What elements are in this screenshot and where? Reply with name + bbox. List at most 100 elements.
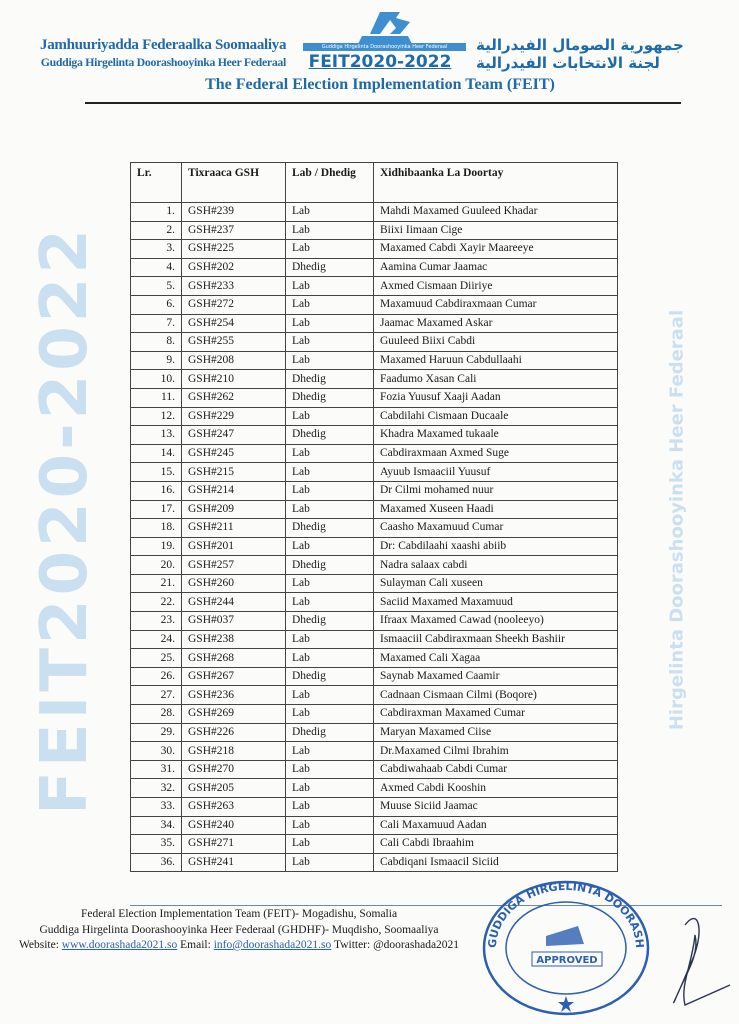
cell-gender: Dhedig <box>285 666 374 687</box>
cell-number: 5. <box>130 276 182 296</box>
cell-number: 16. <box>130 480 182 501</box>
cell-reference: GSH#247 <box>181 425 286 445</box>
cell-gender: Dhedig <box>285 425 374 445</box>
cell-elected-name: Fozia Yuusuf Xaaji Aadan <box>373 387 618 408</box>
twitter-handle: @doorashada2021 <box>373 939 460 951</box>
cell-number: 34. <box>130 815 182 836</box>
cell-elected-name: Ismaaciil Cabdiraxmaan Sheekh Bashiir <box>373 629 618 650</box>
cell-elected-name: Saciid Maxamed Maxamuud <box>373 592 618 613</box>
cell-elected-name: Cabdiraxman Maxamed Cumar <box>373 704 618 724</box>
footer-line-english: Federal Election Implementation Team (FE… <box>80 908 398 920</box>
cell-elected-name: Ifraax Maxamed Cawad (nooleeyo) <box>373 611 618 631</box>
cell-gender: Dhedig <box>285 555 374 575</box>
cell-elected-name: Sulayman Cali xuseen <box>373 573 618 594</box>
ballot-box-logo <box>358 12 412 44</box>
cell-reference: GSH#201 <box>181 536 286 557</box>
cell-number: 31. <box>130 759 182 780</box>
table-row: 4. GSH#202 Dhedig Aamina Cumar Jaamac <box>130 257 618 278</box>
cell-elected-name: Maryan Maxamed Ciise <box>373 722 618 743</box>
cell-reference: GSH#215 <box>181 462 286 482</box>
cell-elected-name: Cabdiqani Ismaacil Siciid <box>373 852 618 873</box>
table-row: 11. GSH#262 Dhedig Fozia Yuusuf Xaaji Aadan <box>130 387 618 408</box>
cell-reference: GSH#257 <box>181 555 286 575</box>
cell-gender: Lab <box>285 350 374 371</box>
cell-number: 22. <box>130 592 182 613</box>
footer-divider <box>130 905 722 906</box>
twitter-label: Twitter: <box>333 939 371 951</box>
cell-number: 8. <box>130 332 182 352</box>
table-row: 18. GSH#211 Dhedig Caasho Maxamuud Cumar <box>130 518 618 538</box>
cell-number: 3. <box>130 239 182 259</box>
cell-reference: GSH#262 <box>181 387 286 408</box>
cell-gender: Dhedig <box>285 722 374 743</box>
cell-number: 14. <box>130 443 182 464</box>
table-row: 34. GSH#240 Lab Cali Maxamuud Aadan <box>130 815 618 836</box>
cell-number: 36. <box>130 852 182 873</box>
cell-number: 13. <box>130 425 182 445</box>
cell-number: 27. <box>130 685 182 706</box>
cell-reference: GSH#211 <box>181 518 286 538</box>
cell-elected-name: Nadra salaax cabdi <box>373 555 618 575</box>
table-row: 1. GSH#239 Lab Mahdi Maxamed Guuleed Khadar <box>130 202 618 222</box>
cell-gender: Lab <box>285 480 374 501</box>
cell-elected-name: Mahdi Maxamed Guuleed Khadar <box>373 202 618 222</box>
cell-number: 28. <box>130 704 182 724</box>
cell-gender: Lab <box>285 834 374 854</box>
cell-number: 15. <box>130 462 182 482</box>
cell-reference: GSH#225 <box>181 239 286 259</box>
cell-number: 12. <box>130 406 182 427</box>
table-row: 35. GSH#271 Lab Cali Cabdi Ibraahim <box>130 834 618 854</box>
cell-gender: Dhedig <box>285 518 374 538</box>
cell-reference: GSH#238 <box>181 629 286 650</box>
cell-gender: Lab <box>285 778 374 798</box>
table-row: 13. GSH#247 Dhedig Khadra Maxamed tukaale <box>130 425 618 445</box>
cell-elected-name: Axmed Cismaan Diiriye <box>373 276 618 296</box>
cell-elected-name: Maxamed Cali Xagaa <box>373 648 618 668</box>
table-row: 2. GSH#237 Lab Biixi Iimaan Cige <box>130 220 618 241</box>
cell-reference: GSH#269 <box>181 704 286 724</box>
cell-number: 33. <box>130 797 182 817</box>
cell-elected-name: Saynab Maxamed Caamir <box>373 666 618 687</box>
table-row: 5. GSH#233 Lab Axmed Cismaan Diiriye <box>130 276 618 296</box>
email-link[interactable]: info@doorashada2021.so <box>213 939 332 951</box>
cell-gender: Dhedig <box>285 387 374 408</box>
col-header-elected-name: Xidhibaanka La Doortay <box>373 162 618 203</box>
cell-reference: GSH#239 <box>181 202 286 222</box>
table-row: 12. GSH#229 Lab Cabdilahi Cismaan Ducaale <box>130 406 618 427</box>
table-row: 36. GSH#241 Lab Cabdiqani Ismaacil Siciid <box>130 852 618 873</box>
cell-reference: GSH#229 <box>181 406 286 427</box>
email-label: Email: <box>180 939 211 951</box>
footer-contacts: Website: www.doorashada2021.so Email: in… <box>6 938 472 954</box>
cell-reference: GSH#245 <box>181 443 286 464</box>
cell-gender: Lab <box>285 294 374 315</box>
cell-number: 23. <box>130 611 182 631</box>
stamp-label: APPROVED <box>536 955 597 966</box>
watermark-band: Hirgelinta Doorashooyinka Heer Federaal <box>666 309 688 731</box>
cell-elected-name: Cali Cabdi Ibraahim <box>373 834 618 854</box>
cell-gender: Lab <box>285 759 374 780</box>
cell-reference: GSH#255 <box>181 332 286 352</box>
cell-gender: Dhedig <box>285 611 374 631</box>
cell-gender: Lab <box>285 239 374 259</box>
cell-gender: Lab <box>285 815 374 836</box>
table-row: 8. GSH#255 Lab Guuleed Biixi Cabdi <box>130 332 618 352</box>
cell-number: 10. <box>130 369 182 389</box>
cell-gender: Lab <box>285 332 374 352</box>
cell-reference: GSH#037 <box>181 611 286 631</box>
cell-reference: GSH#244 <box>181 592 286 613</box>
cell-number: 4. <box>130 257 182 278</box>
cell-elected-name: Maxamuud Cabdiraxmaan Cumar <box>373 294 618 315</box>
cell-elected-name: Cabdiraxmaan Axmed Suge <box>373 443 618 464</box>
website-link[interactable]: www.doorashada2021.so <box>61 939 178 951</box>
cell-number: 6. <box>130 294 182 315</box>
cell-number: 11. <box>130 387 182 408</box>
table-row: 17. GSH#209 Lab Maxamed Xuseen Haadi <box>130 499 618 520</box>
header-republic-somali: Jamhuuriyadda Federaalka Soomaaliya <box>40 37 287 53</box>
table-row: 31. GSH#270 Lab Cabdiwahaab Cabdi Cumar <box>130 759 618 780</box>
table-row: 3. GSH#225 Lab Maxamed Cabdi Xayir Maareeye <box>130 239 618 259</box>
cell-elected-name: Dr: Cabdilaahi xaashi abiib <box>373 536 618 557</box>
elected-members-table: Lr. Tixraaca GSH Lab / Dhedig Xidhibaank… <box>130 162 618 873</box>
cell-number: 7. <box>130 313 182 334</box>
cell-gender: Lab <box>285 629 374 650</box>
cell-reference: GSH#241 <box>181 852 286 873</box>
